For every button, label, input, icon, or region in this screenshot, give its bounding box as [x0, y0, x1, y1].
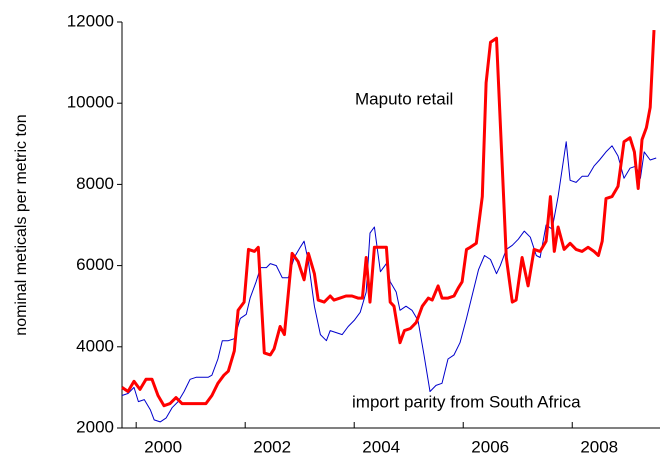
y-axis-label: nominal meticals per metric ton: [13, 114, 30, 335]
line: [121, 30, 656, 408]
x-tick-label: 2006: [471, 437, 509, 456]
y-tick-label: 10000: [67, 93, 114, 112]
line: [121, 141, 657, 423]
y-tick-label: 8000: [76, 174, 114, 193]
x-tick-label: 2000: [144, 437, 182, 456]
y-tick-label: 12000: [67, 11, 114, 30]
annotation: Maputo retail: [355, 89, 453, 108]
y-tick-label: 6000: [76, 255, 114, 274]
y-tick-label: 2000: [76, 417, 114, 436]
y-tick-label: 4000: [76, 336, 114, 355]
x-tick-label: 2004: [362, 437, 400, 456]
x-tick-label: 2002: [253, 437, 291, 456]
annotation: import parity from South Africa: [352, 392, 581, 411]
x-tick-label: 2008: [580, 437, 618, 456]
